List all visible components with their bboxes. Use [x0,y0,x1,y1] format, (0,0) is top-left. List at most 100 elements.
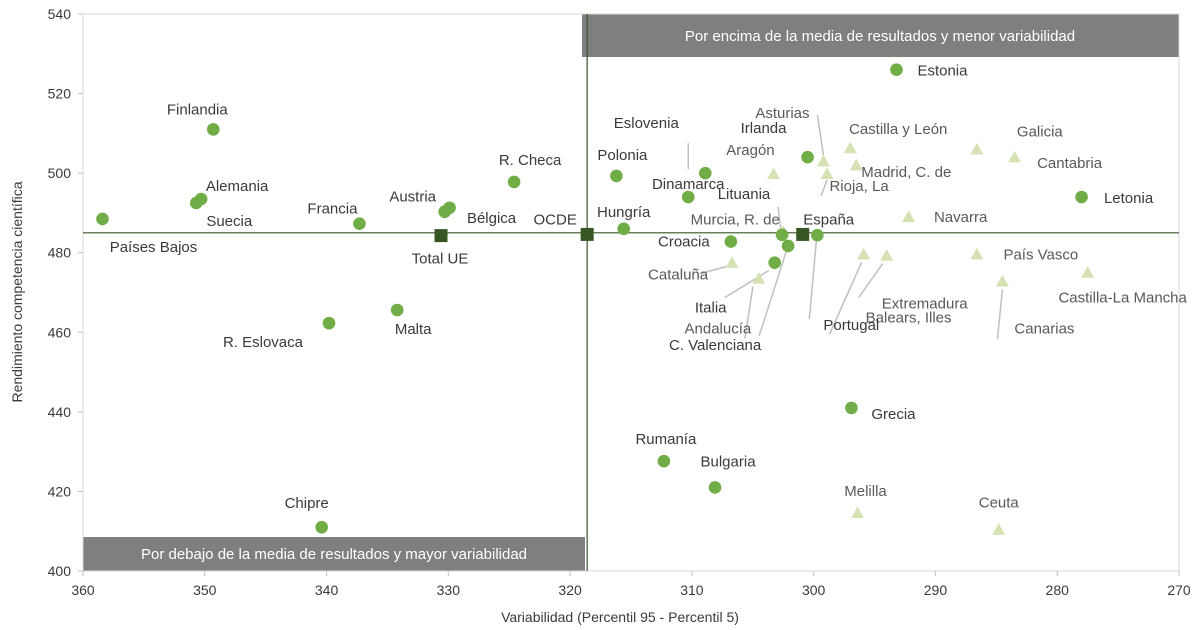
label-dinamarca: Dinamarca [652,176,725,193]
point-country-rumania [657,454,671,468]
label-hungria: Hungría [597,204,651,221]
point-country-suecia [189,196,203,210]
point-country-letonia [1075,190,1088,204]
point-country-malta [390,303,404,317]
point-region-madrid-c-de [849,158,863,171]
x-tick-label: 330 [437,582,461,598]
label-bulgaria: Bulgaria [701,453,757,470]
label-francia: Francia [307,201,358,218]
label-portugal: Portugal [823,317,879,334]
label-r-checa: R. Checa [499,152,562,169]
point-region-galicia [970,142,984,155]
point-region-aragon [766,167,780,180]
x-tick-label: 310 [680,582,704,598]
point-country-r-eslovaca [322,316,336,330]
point-region-balears-illes [857,247,871,260]
label-austria: Austria [389,189,436,206]
point-region-ceuta [992,523,1006,535]
point-region-cantabria [1008,150,1022,163]
label-alemania: Alemania [206,178,269,195]
quadrant-banner-bottom-left [83,537,585,571]
label-madrid-c-de: Madrid, C. de [861,164,951,181]
leader-line-c-valenciana [758,251,787,337]
point-region-melilla [851,506,865,519]
label-castilla-y-leon: Castilla y León [849,121,947,138]
point-average-espana [796,227,810,241]
y-tick-label: 540 [48,6,72,22]
label-polonia: Polonia [597,147,648,164]
label-eslovenia: Eslovenia [614,115,680,132]
point-country-finlandia [207,123,220,136]
y-tick-label: 480 [48,245,72,261]
point-country-francia [353,217,366,230]
point-country-grecia [845,401,858,415]
leader-line-asturias [816,115,825,156]
x-tick-label: 270 [1167,582,1191,598]
label-ocde: OCDE [533,211,576,228]
axes: 360 350 340 330 320 310 300 290 280 270 400 420 440 4… [48,6,1191,598]
label-canarias: Canarias [1014,320,1074,337]
y-axis-title: Rendimiento competencia científica [9,181,25,402]
leader-line-portugal [808,241,818,320]
reference-lines [83,14,1179,571]
point-average-total-ue [434,229,448,243]
label-grecia: Grecia [871,406,916,423]
label-melilla: Melilla [844,483,887,500]
x-tick-label: 340 [315,582,339,598]
label-cataluna: Cataluña [648,267,709,284]
point-region-andalucia [752,272,766,284]
label-lituania: Lituania [718,186,771,203]
x-tick-label: 350 [193,582,217,598]
point-country-c-valenciana [781,239,795,253]
label-murcia-r-de: Murcia, R. de [691,212,780,229]
label-suecia: Suecia [206,213,253,230]
point-region-extremadura [880,248,894,261]
plot-border [82,13,1180,572]
point-country-italia [768,256,781,269]
leader-line-rioja-la [820,179,828,197]
label-asturias: Asturias [755,105,809,122]
y-tick-label: 420 [48,483,72,499]
point-country-hungria [617,222,630,236]
label-letonia: Letonia [1104,190,1154,207]
x-tick-label: 280 [1046,582,1070,598]
leader-line-lituania [777,206,782,231]
point-country-eslovenia [698,166,712,180]
quadrant-label-top-right: Por encima de la media de resultados y m… [685,28,1075,45]
label-balears-illes: Balears, Illes [866,309,952,326]
label-c-valenciana: C. Valenciana [669,337,762,354]
point-region-navarra [902,210,916,223]
point-country-irlanda [801,150,814,164]
leader-line-extremadura [858,263,884,298]
label-belgica: Bélgica [467,210,517,227]
point-region-castilla-la-mancha [1081,266,1095,278]
label-aragon: Aragón [726,142,774,159]
label-italia: Italia [695,300,727,317]
point-country-polonia [610,169,623,183]
point-country-dinamarca [681,190,695,204]
label-castilla-la-mancha: Castilla-La Mancha [1058,290,1187,307]
label-andalucia: Andalucía [685,321,752,338]
y-tick-label: 400 [48,563,72,579]
y-tick-label: 500 [48,165,72,181]
label-croacia: Croacia [658,234,710,251]
point-average-ocde [580,227,594,241]
point-region-castilla-y-leon [843,141,857,154]
point-country-r-checa [507,175,521,189]
label-leader-lines [687,115,1004,340]
leader-line-canarias [996,289,1004,340]
label-pais-vasco: País Vasco [1003,246,1078,263]
label-rioja-la: Rioja, La [829,178,889,195]
point-country-paises-bajos [96,212,109,226]
point-labels: Asturias Castilla y León Galicia Cantabria M… [110,63,1188,513]
label-malta: Malta [395,321,432,338]
label-r-eslovaca: R. Eslovaca [223,334,304,351]
point-region-cataluna [725,256,739,268]
x-tick-label: 300 [802,582,826,598]
quadrant-banner-top-right [582,14,1179,57]
y-tick-label: 440 [48,404,72,420]
point-country-belgica [443,201,456,215]
point-country-bulgaria [708,481,722,494]
x-tick-label: 290 [924,582,948,598]
